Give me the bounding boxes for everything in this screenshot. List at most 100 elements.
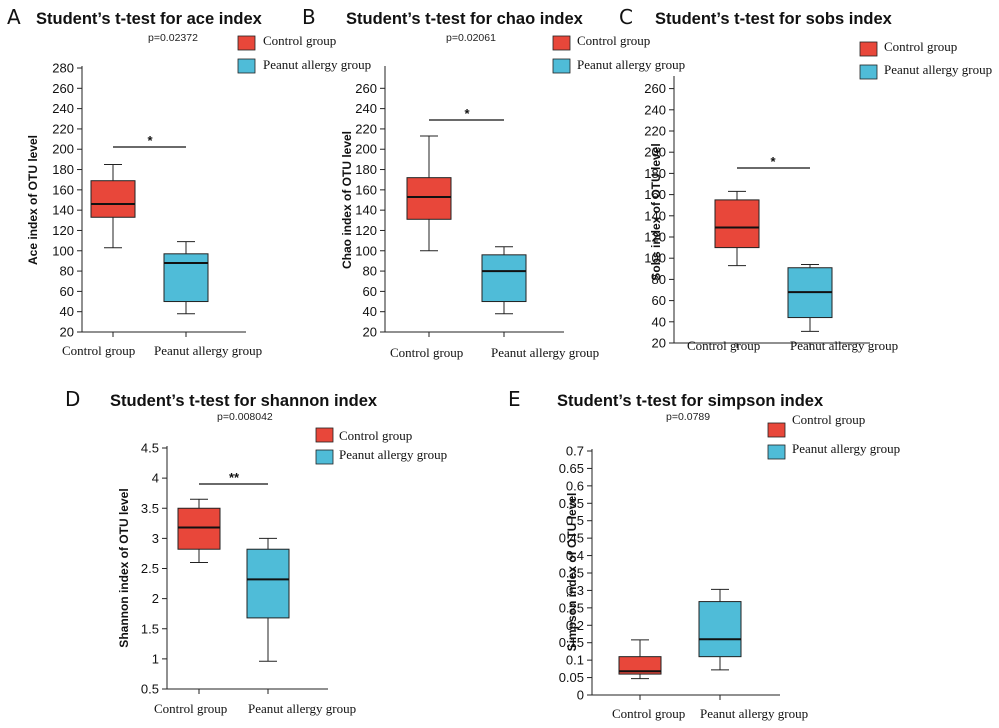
y-tick-label: 0.7 <box>566 444 584 459</box>
panel-c: C Student’s t-test for sobs index Control … <box>619 5 992 353</box>
y-tick-label: 0.4 <box>566 548 584 563</box>
y-tick-label: 20 <box>363 325 377 340</box>
x-category-peanut: Peanut allergy group <box>700 706 808 721</box>
legend-swatch-peanut <box>315 449 334 465</box>
y-tick-label: 20 <box>60 325 74 340</box>
legend-swatch-peanut <box>767 444 786 460</box>
significance-marker: * <box>770 154 776 169</box>
y-tick-label: 180 <box>644 166 666 181</box>
y-tick-label: 180 <box>355 162 377 177</box>
y-tick-label: 0.55 <box>559 496 584 511</box>
box-control <box>618 656 662 675</box>
y-tick-label: 0.35 <box>559 566 584 581</box>
y-axis-label: Sobs index of OTU level <box>649 143 663 280</box>
panel-b: B Student’s t-test for chao index p=0.0206… <box>302 5 685 360</box>
chart-title: Student’s t-test for sobs index <box>655 10 893 28</box>
y-tick-label: 3 <box>152 531 159 546</box>
y-tick-label: 200 <box>644 145 666 160</box>
y-tick-label: 100 <box>644 251 666 266</box>
y-tick-label: 240 <box>644 102 666 117</box>
panel-d: D Student’s t-test for shannon indexp=0.0… <box>65 387 447 716</box>
y-tick-label: 140 <box>644 208 666 223</box>
y-tick-label: 260 <box>644 81 666 96</box>
legend-label-peanut: Peanut allergy group <box>577 57 685 72</box>
x-category-control: Control group <box>62 343 135 358</box>
significance-marker: * <box>147 133 153 148</box>
box-control <box>90 180 136 218</box>
x-category-peanut: Peanut allergy group <box>491 345 599 360</box>
box-peanut <box>163 253 209 303</box>
panel-letter: A <box>7 5 21 29</box>
p-value-label: p=0.02061 <box>446 32 496 44</box>
y-tick-label: 2 <box>152 591 159 606</box>
y-tick-label: 160 <box>52 182 74 197</box>
panel-a: A Student’s t-test for ace index p=0.02372… <box>7 5 371 358</box>
y-tick-label: 1.5 <box>141 621 159 636</box>
y-tick-label: 160 <box>644 187 666 202</box>
legend-label-control: Control group <box>884 39 957 54</box>
panel-e: E Student’s t-test for simpson indexp=0.0… <box>508 387 900 721</box>
y-tick-label: 160 <box>355 182 377 197</box>
legend-label-peanut: Peanut allergy group <box>792 441 900 456</box>
box-control <box>714 199 760 249</box>
legend-swatch-peanut <box>237 58 256 74</box>
y-tick-label: 4.5 <box>141 441 159 456</box>
y-tick-label: 2.5 <box>141 561 159 576</box>
y-tick-label: 80 <box>60 264 74 279</box>
y-tick-label: 200 <box>355 142 377 157</box>
y-tick-label: 0.15 <box>559 635 584 650</box>
y-tick-label: 100 <box>355 243 377 258</box>
p-value-label: p=0.008042 <box>217 411 273 423</box>
y-tick-label: 80 <box>363 264 377 279</box>
y-tick-label: 0.6 <box>566 478 584 493</box>
y-tick-label: 220 <box>355 121 377 136</box>
y-tick-label: 0.45 <box>559 531 584 546</box>
y-tick-label: 40 <box>652 314 666 329</box>
y-tick-label: 0.5 <box>566 513 584 528</box>
y-tick-label: 260 <box>355 81 377 96</box>
y-tick-label: 140 <box>355 203 377 218</box>
y-tick-label: 1 <box>152 651 159 666</box>
chart-title: Student’s t-test for shannon index <box>110 392 378 410</box>
y-axis-label: Shannon index of OTU level <box>117 488 131 647</box>
x-category-control: Control group <box>612 706 685 721</box>
panel-letter: D <box>65 387 80 411</box>
y-tick-label: 260 <box>52 81 74 96</box>
box-control <box>406 177 452 220</box>
y-tick-label: 240 <box>52 101 74 116</box>
y-tick-label: 0 <box>577 688 584 703</box>
y-tick-label: 220 <box>52 121 74 136</box>
chart-title: Student’s t-test for chao index <box>346 10 584 28</box>
y-axis-label: Simpson index of OTU level <box>565 493 579 652</box>
y-tick-label: 40 <box>60 304 74 319</box>
legend-swatch-peanut <box>552 58 571 74</box>
y-tick-label: 3.5 <box>141 501 159 516</box>
panel-letter: E <box>508 387 521 411</box>
legend-label-peanut: Peanut allergy group <box>884 62 992 77</box>
y-tick-label: 60 <box>363 284 377 299</box>
legend-swatch-control <box>552 35 571 51</box>
legend-label-control: Control group <box>263 33 336 48</box>
x-category-peanut: Peanut allergy group <box>154 343 262 358</box>
legend-swatch-control <box>767 422 786 438</box>
y-tick-label: 120 <box>52 223 74 238</box>
chart-title: Student’s t-test for ace index <box>36 10 263 28</box>
p-value-label: p=0.02372 <box>148 32 198 44</box>
panel-letter: C <box>619 5 633 29</box>
y-axis-label: Chao index of OTU level <box>340 131 354 269</box>
p-value-label: p=0.0789 <box>666 411 710 423</box>
legend-label-control: Control group <box>792 412 865 427</box>
legend-label-control: Control group <box>339 428 412 443</box>
y-tick-label: 60 <box>60 284 74 299</box>
legend-swatch-control <box>237 35 256 51</box>
y-tick-label: 0.3 <box>566 583 584 598</box>
y-tick-label: 0.1 <box>566 653 584 668</box>
y-tick-label: 60 <box>652 293 666 308</box>
y-tick-label: 40 <box>363 304 377 319</box>
legend-swatch-peanut <box>859 64 878 80</box>
x-category-control: Control group <box>687 338 760 353</box>
y-tick-label: 0.65 <box>559 461 584 476</box>
y-axis-label: Ace index of OTU level <box>26 135 40 265</box>
legend-label-control: Control group <box>577 33 650 48</box>
